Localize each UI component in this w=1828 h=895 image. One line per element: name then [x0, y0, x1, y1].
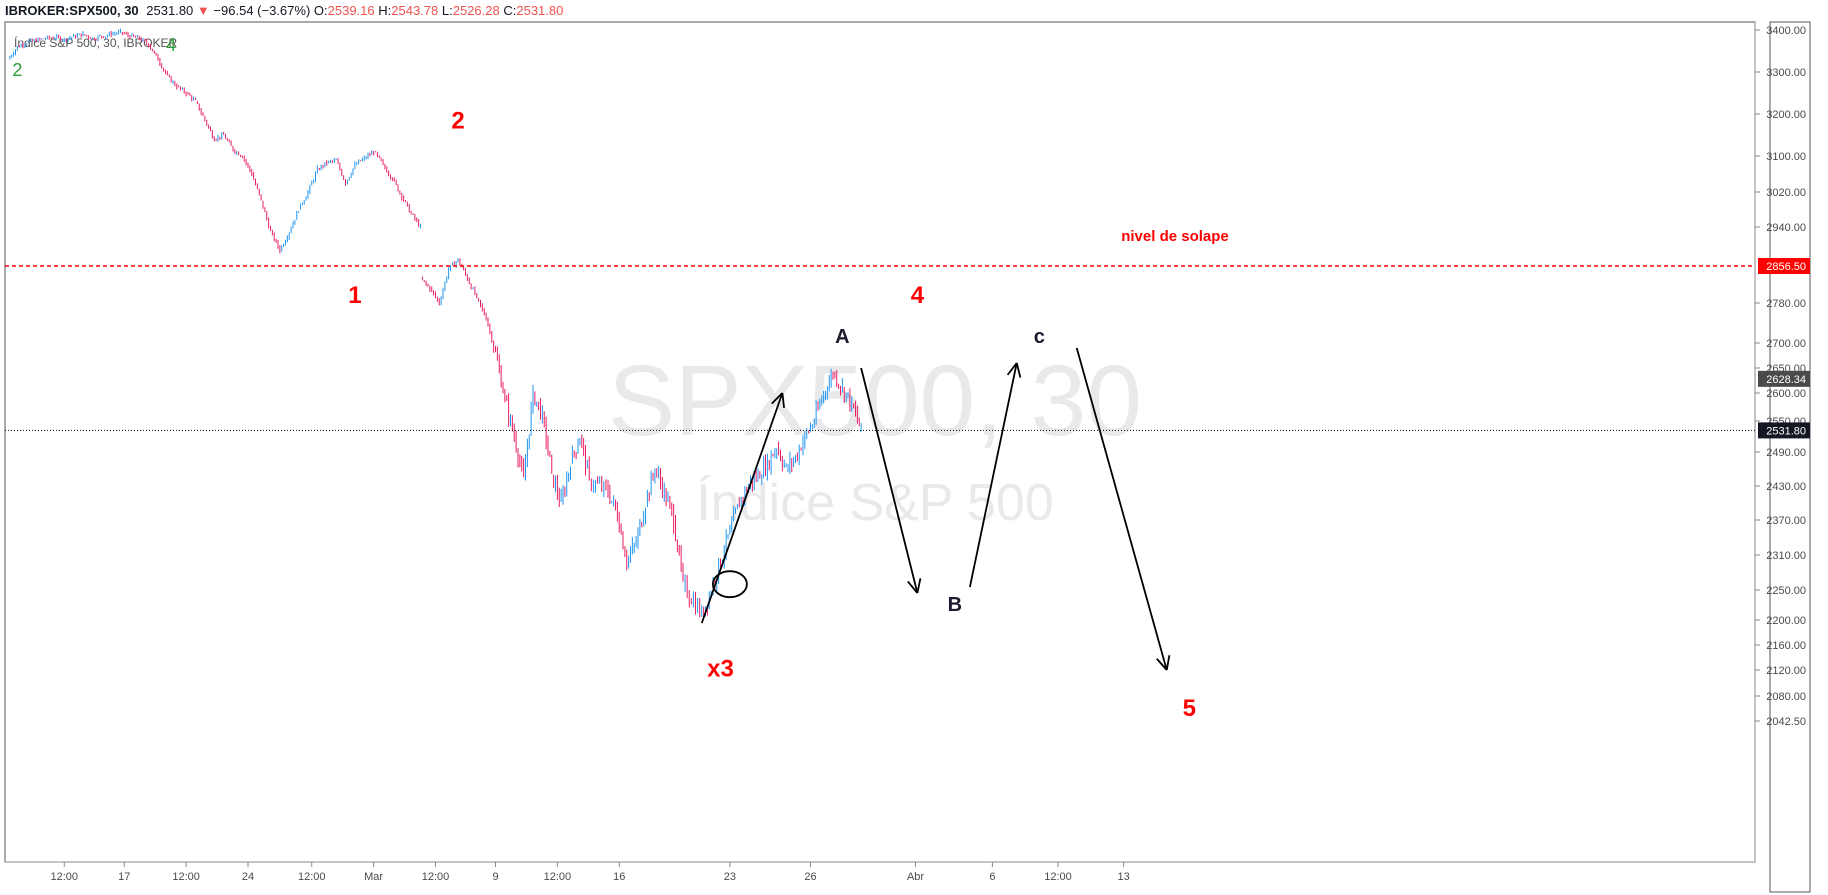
y-tick-label: 2600.00: [1766, 388, 1806, 400]
x-tick-label: Abr: [907, 871, 924, 883]
wave-label: 4: [911, 282, 925, 309]
x-tick-label: 17: [118, 871, 130, 883]
y-tick-label: 3400.00: [1766, 25, 1806, 37]
y-tick-label: 2490.00: [1766, 447, 1806, 459]
arrow-head: [1165, 655, 1171, 671]
y-tick-label: 3300.00: [1766, 67, 1806, 79]
y-tick-label: 2940.00: [1766, 222, 1806, 234]
high-value: 2543.78: [391, 3, 439, 18]
x-tick-label: 13: [1118, 871, 1130, 883]
x-tick-label: 12:00: [172, 871, 200, 883]
wave-labels: 2 4 1 2 x3 4 5 A Bc: [12, 35, 1196, 722]
wave-label: 4: [166, 35, 176, 55]
y-tick-label: 2080.00: [1766, 691, 1806, 703]
arrow-head: [1015, 362, 1022, 378]
y-tick-label: 2370.00: [1766, 515, 1806, 527]
wave-label: c: [1034, 326, 1045, 348]
low-label: L:: [441, 3, 453, 18]
price-tag-label: 2856.50: [1766, 261, 1806, 273]
price-tag-label: 2531.80: [1766, 425, 1806, 437]
close-label: C:: [503, 3, 517, 18]
watermark-symbol: SPX500, 30: [608, 345, 1142, 457]
x-tick-label: 12:00: [1044, 871, 1072, 883]
x-tick-label: 12:00: [50, 871, 78, 883]
arrow-head: [907, 580, 919, 594]
y-tick-label: 2160.00: [1766, 640, 1806, 652]
change-value: −96.54 (−3.67%): [213, 3, 311, 18]
wave-label: B: [948, 594, 962, 616]
change-arrow-icon: ▼: [196, 3, 210, 18]
high-label: H:: [378, 3, 392, 18]
x-tick-label: 12:00: [544, 871, 572, 883]
x-tick-label: Mar: [364, 871, 383, 883]
series-title: Índice S&P 500, 30, IBROKER: [14, 35, 178, 50]
symbol-label[interactable]: IBROKER:SPX500, 30: [5, 3, 139, 18]
price-tag: [1758, 422, 1810, 439]
chart-header: IBROKER:SPX500, 30 2531.80 ▼ −96.54 (−3.…: [5, 3, 563, 18]
arrow-head: [1156, 658, 1168, 671]
x-tick-label: 26: [804, 871, 816, 883]
x-tick-label: 6: [989, 871, 995, 883]
y-tick-label: 2780.00: [1766, 298, 1806, 310]
price-scale-frame: [1769, 21, 1811, 893]
y-tick-label: 3100.00: [1766, 151, 1806, 163]
wave-label: 5: [1183, 695, 1196, 722]
projection-arrow: [1075, 347, 1168, 671]
price-tag-label: 2628.34: [1766, 374, 1806, 386]
x-tick-label: 23: [724, 871, 736, 883]
y-tick-label: 2120.00: [1766, 665, 1806, 677]
arrow-head: [781, 392, 785, 409]
projection-arrow: [700, 392, 784, 624]
y-tick-label: 2700.00: [1766, 338, 1806, 350]
x-axis[interactable]: 12:00 17 12:00 24 12:00 Mar 12:00 9 12:00 16 23 26 A…: [50, 862, 1130, 883]
wave-label: A: [835, 326, 849, 348]
projection-arrows: [700, 347, 1171, 671]
y-axis[interactable]: 3400.00 3300.00 3200.00 3100.00 3020.00 2940.…: [1755, 25, 1810, 728]
close-value: 2531.80: [516, 3, 564, 18]
projection-arrow: [968, 362, 1018, 588]
arrow-head: [1006, 362, 1018, 376]
arrow-head: [916, 578, 922, 594]
highlight-circle: [711, 570, 748, 599]
x-tick-label: 16: [613, 871, 625, 883]
level-note: nivel de solape: [1121, 228, 1229, 245]
open-value: 2539.16: [327, 3, 375, 18]
watermark-description: Índice S&P 500: [696, 474, 1054, 532]
x-tick-label: 24: [242, 871, 254, 883]
last-price: 2531.80: [146, 3, 194, 18]
price-tag: [1758, 258, 1810, 274]
y-tick-label: 2042.50: [1766, 716, 1806, 728]
projection-arrow: [860, 367, 919, 594]
wave-label: x3: [707, 656, 734, 683]
y-tick-label: 3200.00: [1766, 109, 1806, 121]
y-tick-label: 2310.00: [1766, 550, 1806, 562]
y-tick-label: 2250.00: [1766, 585, 1806, 597]
wave-label: 2: [451, 108, 464, 135]
y-tick-label: 3020.00: [1766, 187, 1806, 199]
wave-label: 2: [12, 60, 22, 80]
price-tag: [1758, 370, 1810, 387]
open-label: O:: [313, 3, 328, 18]
x-tick-label: 12:00: [298, 871, 326, 883]
x-tick-label: 9: [492, 871, 498, 883]
low-value: 2526.28: [452, 3, 500, 18]
y-tick-label: 2430.00: [1766, 481, 1806, 493]
y-tick-label: 2200.00: [1766, 615, 1806, 627]
arrow-head: [771, 392, 784, 405]
x-tick-label: 12:00: [422, 871, 450, 883]
wave-label: 1: [348, 282, 361, 309]
level-lines: nivel de solape: [5, 228, 1755, 431]
